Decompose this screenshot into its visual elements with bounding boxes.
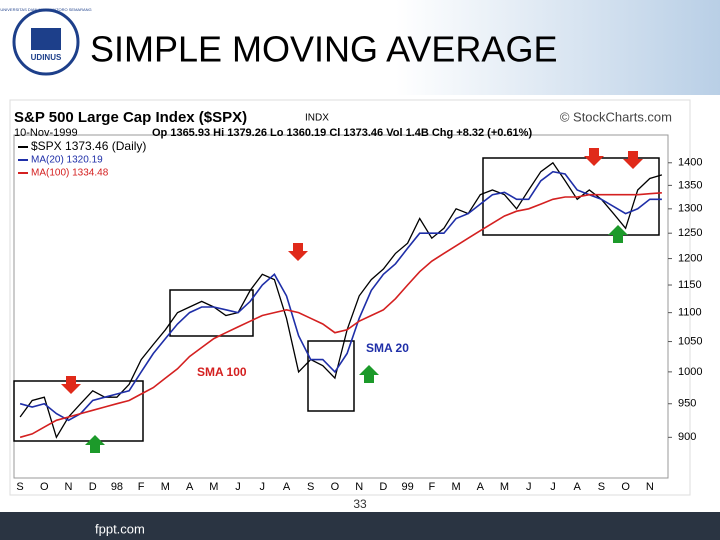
y-tick-label: 1350 bbox=[678, 179, 702, 191]
arrow-up bbox=[85, 435, 105, 453]
x-tick-label: J bbox=[235, 481, 241, 493]
x-tick-label: F bbox=[138, 481, 145, 493]
series-line bbox=[19, 161, 663, 439]
arrow-down bbox=[288, 243, 308, 261]
source: © StockCharts.com bbox=[560, 109, 672, 124]
page-number: 33 bbox=[353, 497, 367, 511]
arrow-down bbox=[623, 151, 643, 169]
logo-ring-text: UNIVERSITAS DIAN NUSWANTORO SEMARANG bbox=[0, 7, 91, 12]
x-tick-label: J bbox=[550, 481, 556, 493]
annotation: SMA 20 bbox=[366, 341, 409, 355]
x-tick-label: N bbox=[65, 481, 73, 493]
y-tick-label: 1150 bbox=[678, 279, 702, 291]
x-tick-label: D bbox=[89, 481, 97, 493]
arrow-down bbox=[584, 148, 604, 166]
series-line bbox=[19, 170, 662, 422]
buy-arrows bbox=[85, 225, 628, 453]
sell-arrows bbox=[61, 148, 643, 394]
arrow-down bbox=[61, 376, 81, 394]
logo-text: UDINUS bbox=[31, 53, 62, 62]
arrow-up bbox=[608, 225, 628, 243]
y-tick-label: 1250 bbox=[678, 227, 702, 239]
box bbox=[13, 380, 144, 442]
y-tick-label: 1300 bbox=[678, 203, 702, 215]
exchange: INDX bbox=[305, 113, 329, 124]
legend-label: $SPX 1373.46 (Daily) bbox=[31, 139, 146, 153]
y-tick-label: 900 bbox=[678, 431, 696, 443]
footer-band bbox=[0, 512, 720, 540]
x-tick-label: S bbox=[598, 481, 605, 493]
plot-area bbox=[13, 134, 669, 479]
y-tick-label: 950 bbox=[678, 398, 696, 410]
x-tick-label: D bbox=[379, 481, 387, 493]
x-tick-label: M bbox=[161, 481, 170, 493]
quote: Op 1365.93 Hi 1379.26 Lo 1360.19 Cl 1373… bbox=[152, 127, 532, 139]
x-tick-label: S bbox=[16, 481, 23, 493]
series-line bbox=[19, 192, 662, 439]
x-tick-label: N bbox=[646, 481, 654, 493]
annotation: SMA 100 bbox=[197, 365, 247, 379]
x-tick-label: O bbox=[621, 481, 630, 493]
box bbox=[482, 157, 660, 236]
x-tick-label: 99 bbox=[401, 481, 413, 493]
y-tick-label: 1400 bbox=[678, 157, 702, 169]
header-band bbox=[0, 0, 720, 95]
legend-label: MA(20) 1320.19 bbox=[31, 155, 103, 166]
box bbox=[307, 340, 355, 412]
chart-title: S&P 500 Large Cap Index ($SPX) bbox=[14, 109, 247, 126]
y-tick-label: 1200 bbox=[678, 252, 702, 264]
x-tick-label: S bbox=[307, 481, 314, 493]
footer: fppt.com bbox=[95, 521, 145, 536]
x-tick-label: 98 bbox=[111, 481, 123, 493]
x-tick-label: J bbox=[526, 481, 532, 493]
x-tick-label: N bbox=[355, 481, 363, 493]
x-tick-label: O bbox=[40, 481, 49, 493]
x-tick-label: A bbox=[573, 481, 581, 493]
x-tick-label: A bbox=[477, 481, 485, 493]
logo-mark bbox=[31, 28, 61, 50]
boxes bbox=[13, 157, 660, 442]
x-tick-label: A bbox=[283, 481, 291, 493]
date: 10-Nov-1999 bbox=[14, 127, 78, 139]
box bbox=[169, 289, 254, 337]
legend-label: MA(100) 1334.48 bbox=[31, 168, 109, 179]
x-tick-label: A bbox=[186, 481, 194, 493]
x-tick-label: M bbox=[500, 481, 509, 493]
y-tick-label: 1100 bbox=[678, 307, 702, 319]
y-tick-label: 1050 bbox=[678, 335, 702, 347]
x-tick-label: M bbox=[451, 481, 460, 493]
arrow-up bbox=[359, 365, 379, 383]
x-tick-label: M bbox=[209, 481, 218, 493]
x-tick-label: J bbox=[260, 481, 266, 493]
x-tick-label: F bbox=[428, 481, 435, 493]
slide-title: SIMPLE MOVING AVERAGE bbox=[90, 29, 557, 70]
y-tick-label: 1000 bbox=[678, 366, 702, 378]
x-tick-label: O bbox=[331, 481, 340, 493]
